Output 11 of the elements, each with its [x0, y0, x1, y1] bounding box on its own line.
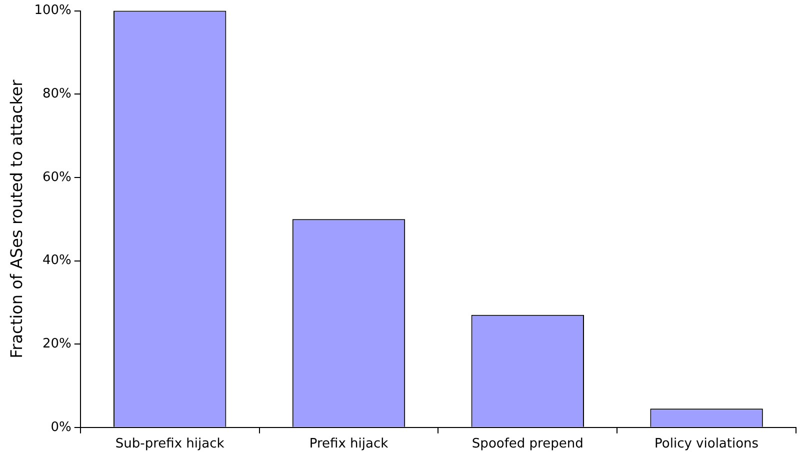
- y-tick-label: 20%: [42, 336, 72, 352]
- x-tick-label: Policy violations: [654, 436, 759, 452]
- y-tick-label: 40%: [42, 253, 72, 268]
- y-tick-label: 100%: [34, 3, 72, 18]
- y-axis-title: Fraction of ASes routed to attacker: [6, 79, 26, 358]
- x-tick-label: Sub-prefix hijack: [115, 436, 225, 452]
- y-tick-label: 80%: [42, 86, 72, 102]
- y-tick-label: 60%: [42, 170, 72, 185]
- x-tick-label: Spoofed prepend: [472, 436, 584, 452]
- y-tick-label: 0%: [50, 420, 72, 435]
- x-tick-label: Prefix hijack: [309, 436, 389, 452]
